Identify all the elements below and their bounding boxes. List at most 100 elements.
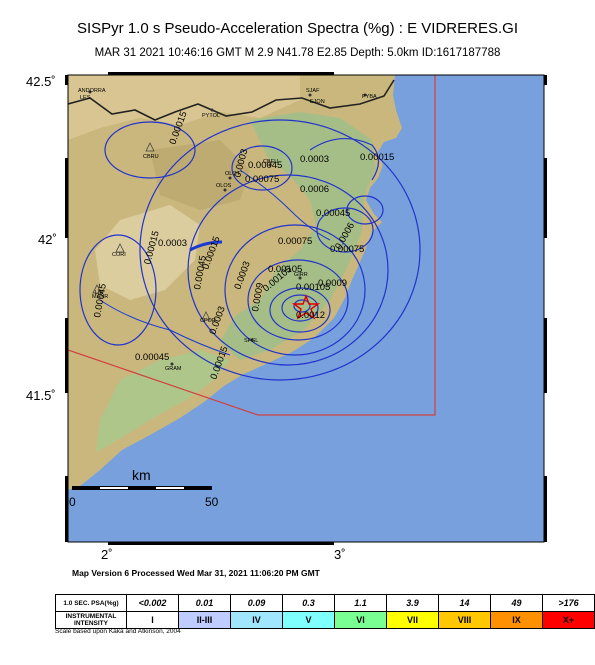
city-label: CBEU: [263, 159, 278, 165]
contour-label: 0.0009: [318, 278, 347, 289]
terrain-green: [220, 112, 376, 360]
contour-label: 0.0003: [158, 238, 187, 249]
terrain-hills: [95, 205, 200, 300]
contour-label: 0.00075: [278, 236, 312, 247]
legend-psa-value: 14: [438, 594, 491, 612]
frame-tick: [108, 542, 334, 545]
city-label: OLOS: [216, 183, 232, 189]
frame-tick: [544, 75, 547, 85]
city-label: LIN: [95, 290, 104, 296]
contour-label: 0.0012: [296, 310, 325, 321]
legend-psa-value: 3.9: [386, 594, 439, 612]
scale-note: Scale based upon Kaka and Atkinson, 2004: [55, 628, 181, 635]
city-label: PYBA: [362, 94, 377, 100]
map-version: Map Version 6 Processed Wed Mar 31, 2021…: [72, 568, 320, 578]
legend-intensity-header: INSTRUMENTAL INTENSITY: [55, 611, 127, 629]
city-marker: [308, 93, 312, 97]
epicenter-star-icon[interactable]: [291, 294, 321, 320]
legend-intensity-row: INSTRUMENTAL INTENSITY I II-III IV V VI V…: [55, 611, 595, 629]
legend-intensity-header-line: INSTRUMENTAL: [65, 613, 117, 620]
contour-label: 0.00015: [360, 152, 394, 163]
legend-psa-value: 1.1: [334, 594, 387, 612]
legend-intensity-value: IV: [230, 611, 283, 629]
city-marker: [170, 362, 174, 366]
city-marker: [210, 108, 214, 112]
city-label: GIRR: [294, 272, 308, 278]
frame-tick: [108, 72, 334, 75]
legend-psa-value: 49: [490, 594, 543, 612]
legend-psa-value: 0.01: [178, 594, 231, 612]
legend-intensity-value: VII: [386, 611, 439, 629]
city-marker: [268, 163, 272, 167]
scalebar-end: 50: [205, 495, 219, 509]
scalebar-segment: [156, 487, 184, 489]
lat-label: 42˚: [38, 232, 57, 247]
legend-intensity-value: X+: [542, 611, 595, 629]
contour-label: 0.00045: [316, 208, 350, 219]
contour-label: 0.0006: [300, 184, 329, 195]
station-markers: [92, 142, 211, 321]
lat-label: 41.5˚: [26, 388, 56, 403]
city-marker: [250, 338, 254, 342]
city-label: MANR: [92, 294, 108, 300]
legend-intensity-value: IX: [490, 611, 543, 629]
legend-psa-value: <0.002: [126, 594, 179, 612]
border-line: [68, 79, 395, 121]
frame-tick: [65, 75, 68, 85]
map-title: SISPyr 1.0 s Pseudo-Acceleration Spectra…: [76, 20, 518, 37]
legend-psa-value: >176: [542, 594, 595, 612]
frame-tick: [65, 476, 68, 542]
city-marker: [88, 90, 92, 94]
legend-intensity-header-line: INTENSITY: [74, 620, 108, 627]
contour-label: 0.00075: [330, 244, 364, 255]
legend-intensity-value: I: [126, 611, 179, 629]
legend-psa-value: 0.3: [282, 594, 335, 612]
contour-label: 0.00045: [248, 160, 282, 171]
frame-tick: [65, 158, 68, 238]
city-label: LES: [80, 95, 91, 101]
city-label: PYTOL: [202, 113, 220, 119]
city-marker: [298, 276, 302, 280]
city-label: EJON: [310, 99, 325, 105]
scalebar: [72, 486, 212, 490]
lon-label: 2˚: [101, 547, 113, 562]
contour-label: 0.0009: [250, 282, 266, 313]
city-label: CORI: [112, 252, 126, 258]
event-info: MAR 31 2021 10:46:16 GMT M 2.9 N41.78 E2…: [94, 47, 501, 59]
frame-tick: [544, 318, 547, 393]
reservoir: [189, 240, 223, 252]
city-label: GRAM: [165, 366, 182, 372]
contour-label: 0.0003: [300, 154, 329, 165]
legend-intensity-value: V: [282, 611, 335, 629]
legend-intensity-value: VIII: [438, 611, 491, 629]
terrain-green: [96, 350, 230, 452]
city-label: CPOR: [200, 318, 216, 324]
scalebar-unit: km: [132, 467, 151, 483]
lon-label: 3˚: [334, 547, 346, 562]
terrain-mountain: [68, 75, 300, 140]
contour-label: 0.00045: [135, 352, 169, 363]
frame-tick: [65, 318, 68, 393]
legend-intensity-value: II-III: [178, 611, 231, 629]
contour-label: 0.00075: [245, 174, 279, 185]
lat-label: 42.5˚: [26, 74, 56, 89]
city-label: CBRU: [143, 154, 159, 160]
city-marker: [223, 188, 227, 192]
terrain-hills: [150, 140, 250, 210]
legend-intensity-value: VI: [334, 611, 387, 629]
legend-psa-row: 1.0 SEC. PSA(%g) <0.002 0.01 0.09 0.3 1.…: [55, 594, 595, 612]
legend-psa-value: 0.09: [230, 594, 283, 612]
contour-label: 0.00105: [268, 264, 302, 275]
city-marker: [363, 93, 367, 97]
city-label: SFGL: [244, 338, 258, 344]
intensity-legend: 1.0 SEC. PSA(%g) <0.002 0.01 0.09 0.3 1.…: [55, 594, 595, 629]
contour-lines: [79, 119, 421, 381]
contour-label: 0.00105: [296, 282, 330, 293]
city-marker: [228, 176, 232, 180]
city-label: OLOT: [225, 171, 241, 177]
city-label: SJAF: [306, 88, 320, 94]
scalebar-segment: [100, 487, 128, 489]
frame-tick: [544, 476, 547, 542]
frame-tick: [544, 158, 547, 238]
